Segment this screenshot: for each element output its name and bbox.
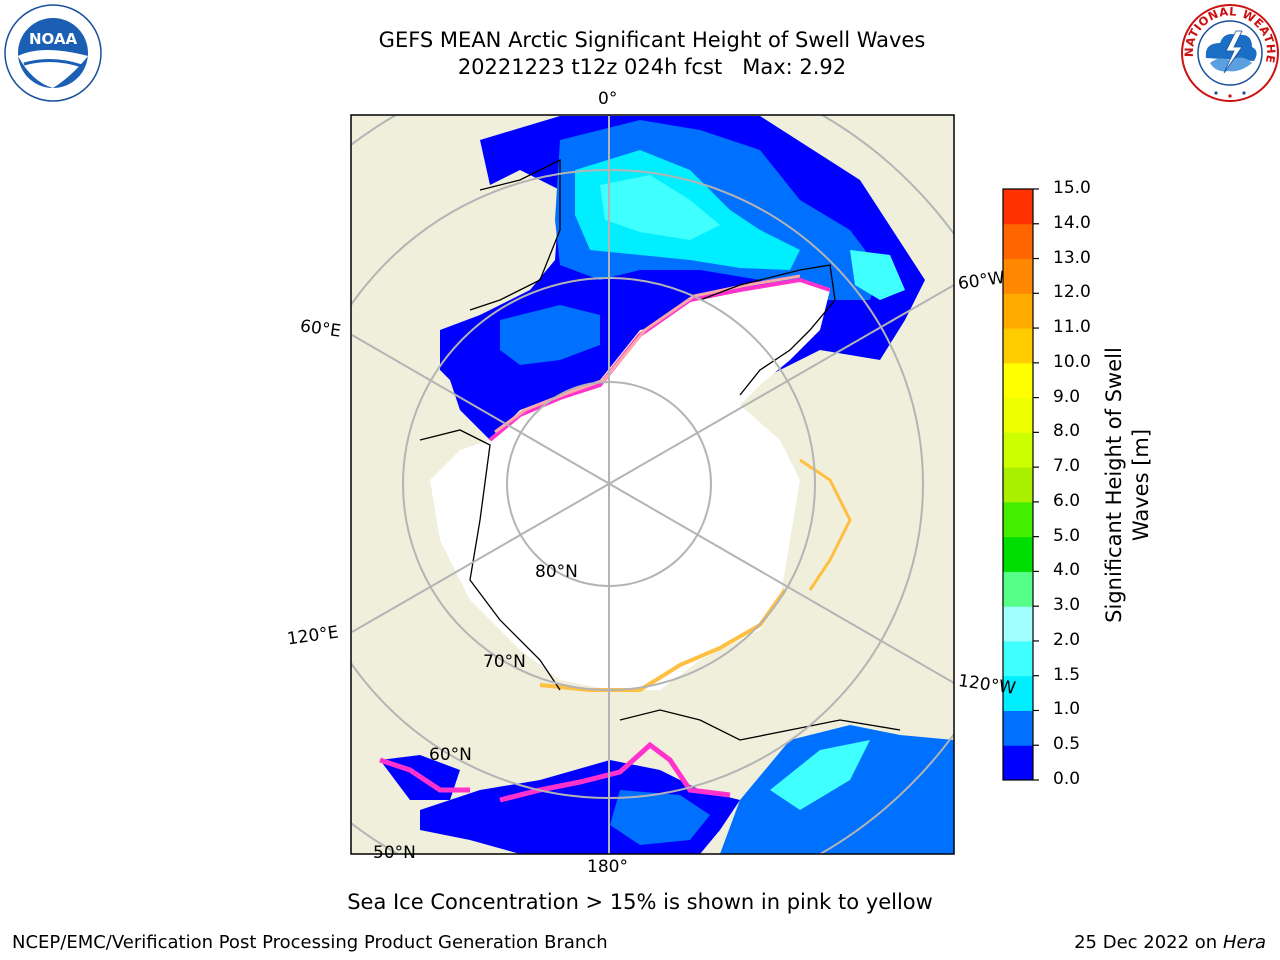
lat-label-80n: 80°N: [535, 562, 578, 582]
nws-logo: NATIONAL WEATHER SERVICE: [1180, 3, 1279, 102]
colorbar-tick-label: 6.0: [1053, 490, 1081, 511]
colorbar-tick-label: 11.0: [1053, 317, 1091, 338]
colorbar-segment: [1003, 258, 1033, 294]
colorbar-segment: [1003, 710, 1033, 746]
footer-date-text: 25 Dec 2022 on: [1074, 932, 1218, 953]
bering-swell: [610, 790, 710, 845]
gulf-of-alaska: [720, 725, 954, 854]
barents-swell: [500, 305, 600, 365]
colorbar-label: Significant Height of Swell Waves [m]: [1102, 347, 1153, 623]
colorbar-segment: [1003, 432, 1033, 468]
colorbar-segment: [1003, 328, 1033, 364]
colorbar: [1003, 189, 1033, 781]
colorbar-segment: [1003, 745, 1033, 781]
colorbar-tick-label: 10.0: [1053, 351, 1091, 372]
colorbar-segment: [1003, 675, 1033, 711]
colorbar-segment: [1003, 606, 1033, 642]
colorbar-tick-label: 3.0: [1053, 595, 1081, 616]
chart-subtitle: 20221223 t12z 024h fcst Max: 2.92: [457, 55, 847, 79]
map-frame: [350, 114, 955, 855]
colorbar-tick-label: 1.0: [1053, 699, 1081, 720]
colorbar-tick-label: 0.0: [1053, 769, 1081, 789]
coastline-scandinavia: [469, 158, 561, 311]
graticule: [351, 115, 954, 854]
lon-label-180: 180°: [587, 857, 628, 877]
colorbar-segment: [1003, 536, 1033, 572]
arctic-sea-ice: [430, 280, 830, 690]
colorbar-tick-label: 8.0: [1053, 421, 1081, 442]
coastline-siberia: [419, 429, 561, 691]
colorbar-segment: [1003, 189, 1033, 225]
footer-date: 25 Dec 2022 on Hera: [1074, 932, 1266, 953]
chart-title: GEFS MEAN Arctic Significant Height of S…: [378, 28, 926, 52]
atlantic-swell-peak: [600, 175, 720, 240]
colorbar-tick-label: 2.0: [1053, 629, 1081, 650]
colorbar-tick-label: 0.5: [1053, 734, 1081, 755]
colorbar-tick-label: 15.0: [1053, 178, 1091, 198]
colorbar-tick-label: 12.0: [1053, 282, 1091, 303]
colorbar-tick-label: 4.0: [1053, 560, 1081, 581]
noaa-logo: NOAA: [4, 4, 102, 102]
lat-label-50n: 50°N: [373, 843, 416, 863]
colorbar-segment: [1003, 293, 1033, 329]
colorbar-segment: [1003, 571, 1033, 607]
colorbar-segment: [1003, 501, 1033, 538]
lat-label-60n: 60°N: [429, 745, 472, 765]
colorbar-segment: [1003, 223, 1033, 260]
ice-edge-okhotsk: [379, 757, 470, 793]
colorbar-segment: [1003, 397, 1033, 433]
footer-machine: Hera: [1222, 932, 1266, 953]
colorbar-tick-label: 1.5: [1053, 664, 1081, 685]
ice-edge-bering: [499, 741, 731, 803]
footer-credit: NCEP/EMC/Verification Post Processing Pr…: [12, 932, 608, 953]
atlantic-swell-patch: [850, 250, 905, 300]
caption: Sea Ice Concentration > 15% is shown in …: [347, 890, 933, 914]
gulf-of-alaska-swell: [770, 740, 870, 810]
coastline-greenland: [699, 264, 836, 396]
coastline-alaska: [619, 709, 901, 741]
meridian-120e-60w: [351, 283, 954, 633]
colorbar-tick-label: 14.0: [1053, 212, 1091, 233]
colorbar-ticks: [1033, 188, 1039, 781]
map-area: [351, 115, 954, 854]
colorbar-segment: [1003, 362, 1033, 399]
lat-label-70n: 70°N: [483, 652, 526, 672]
colorbar-tick-label: 9.0: [1053, 386, 1081, 407]
colorbar-frame: [1002, 188, 1034, 781]
meridian-60e-120w: [351, 334, 954, 685]
colorbar-tick-label: 13.0: [1053, 247, 1091, 268]
colorbar-segment: [1003, 640, 1033, 677]
ice-edge-hudson: [799, 458, 852, 591]
colorbar-segment: [1003, 467, 1033, 503]
colorbar-tick-label: 7.0: [1053, 456, 1081, 477]
lon-label-0: 0°: [598, 89, 618, 109]
noaa-logo-text: NOAA: [29, 30, 78, 48]
colorbar-tick-label: 5.0: [1053, 525, 1081, 546]
